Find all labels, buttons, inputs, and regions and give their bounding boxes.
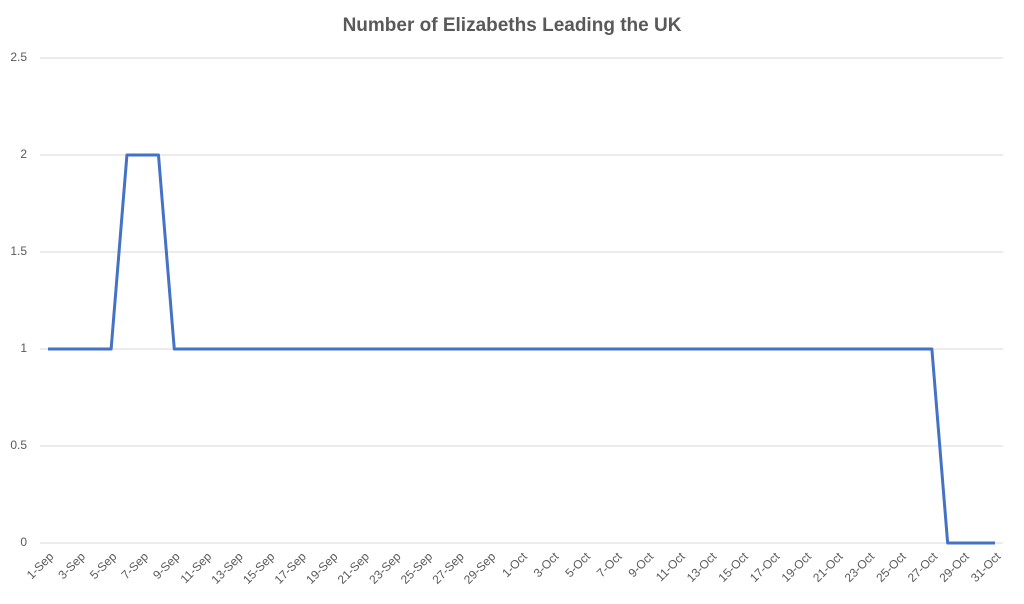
x-tick-label: 29-Sep — [461, 549, 498, 586]
x-tick-label: 3-Oct — [531, 549, 562, 580]
x-tick-label: 11-Sep — [178, 549, 215, 586]
x-tick-label: 21-Sep — [335, 549, 372, 586]
x-tick-label: 15-Oct — [715, 549, 751, 585]
x-tick-label: 13-Oct — [684, 549, 720, 585]
x-tick-label: 1-Oct — [499, 549, 530, 580]
x-tick-label: 27-Sep — [429, 549, 466, 586]
x-tick-label: 21-Oct — [810, 549, 846, 585]
x-tick-label: 23-Sep — [366, 549, 403, 586]
y-tick-label: 2 — [20, 147, 27, 161]
x-tick-label: 17-Oct — [747, 549, 783, 585]
y-tick-label: 1.5 — [10, 244, 27, 258]
x-tick-label: 11-Oct — [653, 549, 688, 584]
x-tick-label: 19-Sep — [303, 549, 340, 586]
y-tick-label: 2.5 — [10, 50, 27, 64]
chart-title: Number of Elizabeths Leading the UK — [343, 15, 682, 36]
x-tick-label: 13-Sep — [208, 549, 245, 586]
data-line — [48, 153, 995, 545]
x-tick-label: 5-Sep — [87, 549, 120, 582]
x-tick-label: 31-Oct — [968, 549, 1004, 585]
x-tick-label: 25-Sep — [398, 549, 435, 586]
x-tick-label: 17-Sep — [272, 549, 309, 586]
x-tick-label: 7-Oct — [594, 549, 625, 580]
y-tick-label: 0 — [20, 535, 27, 549]
x-tick-label: 23-Oct — [842, 549, 878, 585]
x-tick-label: 5-Oct — [562, 549, 593, 580]
x-tick-label: 19-Oct — [779, 549, 815, 585]
x-tick-label: 7-Sep — [119, 549, 152, 582]
x-tick-label: 9-Oct — [625, 549, 656, 580]
x-tick-label: 3-Sep — [55, 549, 88, 582]
x-tick-label: 29-Oct — [936, 549, 972, 585]
x-tick-label: 15-Sep — [240, 549, 277, 586]
x-tick-label: 27-Oct — [905, 549, 941, 585]
y-tick-label: 1 — [20, 341, 27, 355]
x-tick-label: 1-Sep — [24, 549, 57, 582]
x-tick-label: 25-Oct — [873, 549, 909, 585]
y-tick-label: 0.5 — [10, 438, 27, 452]
